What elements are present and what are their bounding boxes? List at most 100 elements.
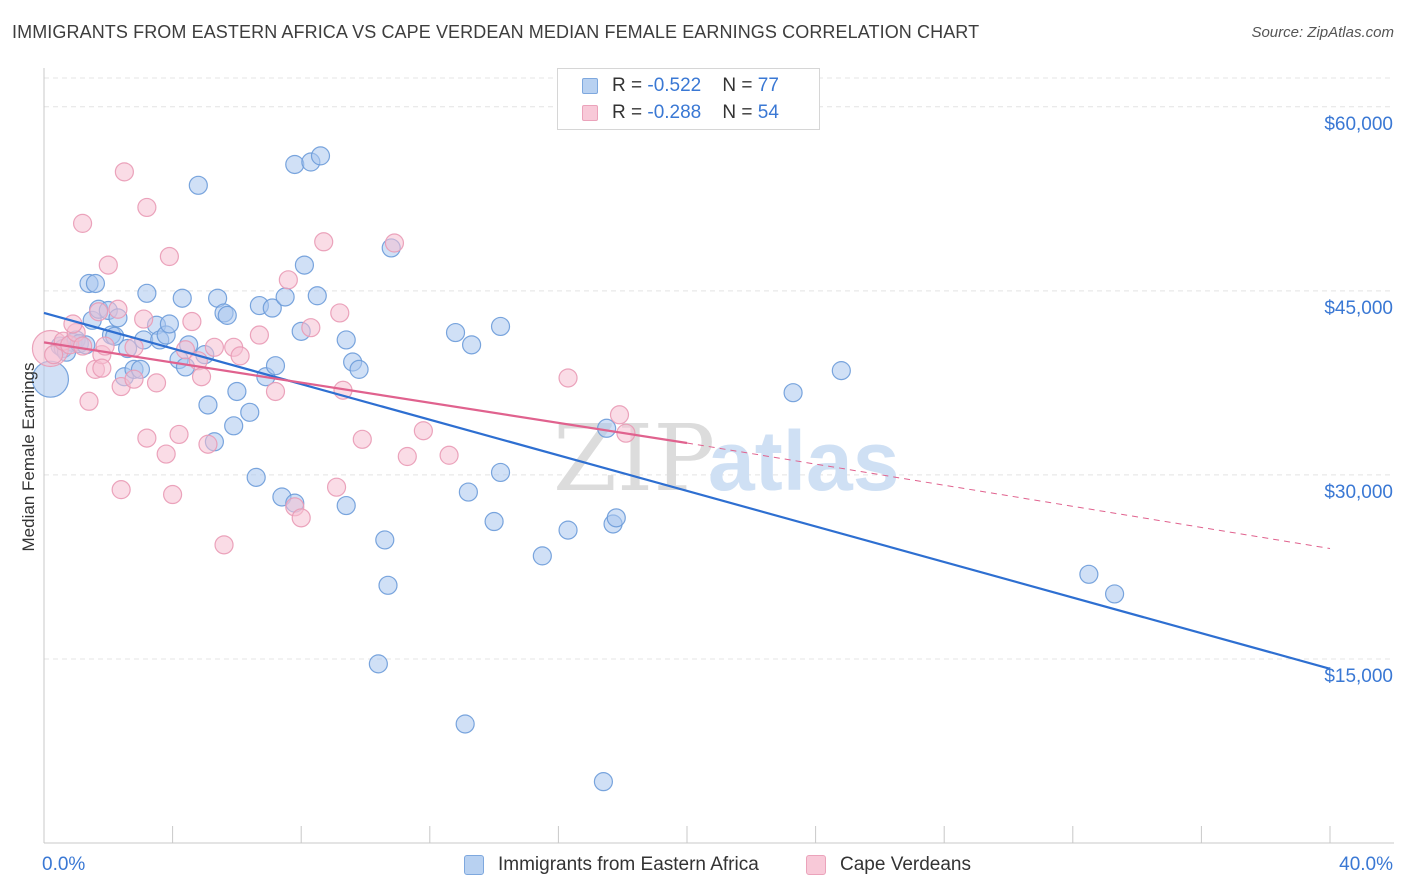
series-immigrants-points [31, 146, 1125, 792]
data-point-cape-verdean [44, 345, 64, 365]
x-tick-label: 0.0% [42, 854, 85, 875]
data-point-cape-verdean [137, 197, 157, 218]
data-point-immigrant [198, 395, 218, 415]
data-point-cape-verdean [146, 373, 167, 393]
data-point-immigrant [246, 467, 266, 487]
data-point-immigrant [375, 530, 395, 550]
data-point-cape-verdean [124, 337, 144, 357]
watermark-atlas: atlas [708, 414, 899, 508]
data-point-cape-verdean [439, 445, 459, 465]
legend-r-value: -0.288 [647, 102, 702, 123]
y-tick-label: $60,000 [1324, 114, 1393, 135]
legend-n-label: N = [722, 75, 758, 96]
data-point-immigrant [172, 288, 192, 308]
watermark-zip: ZIP [553, 405, 715, 512]
legend-n-value: 77 [757, 75, 779, 96]
data-point-cape-verdean [249, 325, 270, 345]
watermark: ZIP atlas [553, 405, 899, 512]
data-point-cape-verdean [291, 508, 311, 528]
data-point-immigrant [285, 154, 305, 175]
data-point-cape-verdean [63, 314, 83, 334]
data-point-immigrant [336, 495, 356, 516]
data-point-cape-verdean [98, 255, 118, 275]
data-point-immigrant [445, 322, 466, 343]
data-point-immigrant [484, 511, 504, 532]
data-point-cape-verdean [230, 346, 250, 366]
trend-lines [43, 311, 1331, 670]
x-tick-label: 40.0% [1339, 854, 1393, 875]
data-point-cape-verdean [314, 232, 334, 252]
data-point-immigrant [310, 146, 331, 166]
data-point-cape-verdean [169, 424, 189, 445]
data-point-immigrant [262, 298, 282, 318]
data-point-cape-verdean [159, 246, 179, 267]
data-point-immigrant [490, 316, 511, 337]
data-point-cape-verdean [609, 405, 630, 425]
tick-labels: $15,000 $30,000 $45,000 $60,000 0.0% 40.0% [42, 114, 1393, 875]
data-point-immigrant [159, 314, 179, 334]
data-point-immigrant [85, 273, 106, 294]
data-point-cape-verdean [79, 391, 99, 411]
data-point-cape-verdean [352, 429, 372, 449]
y-tick-label: $30,000 [1324, 482, 1393, 503]
data-point-immigrant [275, 287, 295, 307]
data-point-immigrant [461, 335, 482, 355]
data-point-immigrant [294, 255, 315, 275]
data-point-immigrant [1079, 564, 1099, 584]
data-point-immigrant [137, 283, 157, 303]
data-point-immigrant [1104, 584, 1125, 604]
data-point-immigrant [368, 654, 388, 674]
data-point-immigrant [307, 286, 327, 306]
data-point-cape-verdean [384, 233, 405, 253]
data-point-immigrant [593, 772, 614, 792]
data-point-immigrant [349, 359, 369, 379]
data-point-cape-verdean [92, 358, 112, 378]
data-point-immigrant [240, 402, 260, 422]
legend-r-value: -0.522 [647, 75, 702, 96]
data-point-cape-verdean [156, 444, 176, 464]
data-point-immigrant [188, 175, 208, 195]
data-point-immigrant [558, 520, 578, 540]
trend-line-immigrants [43, 311, 1331, 670]
data-point-cape-verdean [198, 434, 218, 454]
data-point-cape-verdean [214, 535, 234, 555]
chart-title: IMMIGRANTS FROM EASTERN AFRICA VS CAPE V… [12, 22, 980, 42]
data-point-cape-verdean [114, 162, 134, 182]
data-point-cape-verdean [558, 368, 578, 388]
data-point-cape-verdean [301, 318, 321, 338]
data-point-immigrant [783, 383, 803, 403]
data-point-immigrant [490, 462, 511, 483]
bottom-legend: Immigrants from Eastern Africa Cape Verd… [0, 852, 1406, 878]
y-tick-label: $15,000 [1324, 666, 1393, 687]
data-point-cape-verdean [124, 369, 144, 389]
data-point-immigrant [224, 416, 244, 436]
data-point-cape-verdean [108, 299, 128, 319]
trend-line-cape-verdeans [43, 341, 688, 445]
data-point-immigrant [455, 714, 475, 734]
legend-swatch-blue [464, 855, 484, 875]
data-point-immigrant [265, 356, 286, 376]
data-point-cape-verdean [265, 381, 286, 402]
legend-label-cape-verdeans: Cape Verdeans [840, 854, 971, 875]
data-point-cape-verdean [326, 477, 347, 497]
axes [43, 68, 1394, 844]
data-point-cape-verdean [397, 446, 417, 467]
series-cape-verdeans-points [31, 162, 636, 555]
data-point-cape-verdean [89, 302, 109, 322]
data-point-immigrant [217, 305, 237, 325]
data-point-cape-verdean [72, 213, 93, 233]
data-point-immigrant [336, 330, 356, 350]
data-point-immigrant [831, 361, 851, 381]
data-point-immigrant [378, 575, 398, 595]
data-point-cape-verdean [204, 337, 224, 357]
data-point-immigrant [458, 482, 478, 502]
y-axis-label: Median Female Earnings [19, 363, 38, 552]
data-point-immigrant [227, 381, 247, 402]
data-point-cape-verdean [191, 367, 212, 387]
legend-label-immigrants: Immigrants from Eastern Africa [498, 854, 759, 875]
legend-swatch-blue [582, 78, 598, 94]
legend-n-label: N = [722, 102, 758, 123]
legend-box: R = -0.522 N = 77 R = -0.288 N = 54 [557, 68, 820, 130]
data-point-cape-verdean [330, 303, 350, 323]
